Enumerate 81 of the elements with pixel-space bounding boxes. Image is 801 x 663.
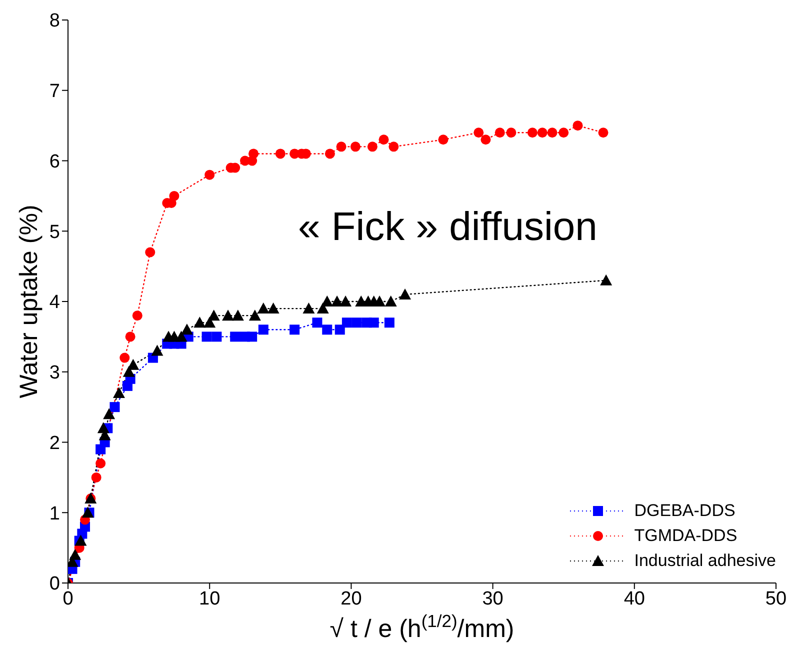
point — [506, 128, 516, 138]
point — [480, 134, 491, 145]
point — [290, 324, 300, 335]
y-tick-label: 1 — [49, 503, 60, 524]
point — [222, 310, 234, 321]
point — [322, 324, 332, 335]
point — [352, 318, 362, 328]
y-tick-label: 7 — [49, 81, 60, 102]
point — [547, 128, 558, 138]
point — [527, 128, 538, 138]
point — [598, 128, 608, 138]
legend-label: TGMDA-DDS — [634, 525, 738, 547]
point — [69, 548, 82, 560]
y-axis-title: Water uptake (%) — [14, 204, 43, 398]
point — [494, 128, 505, 138]
point — [212, 332, 222, 342]
legend-label: Industrial adhesive — [634, 550, 776, 572]
point — [120, 352, 130, 363]
point — [248, 310, 261, 321]
point — [572, 120, 583, 131]
point — [350, 142, 360, 152]
x-tick-label: 10 — [199, 588, 220, 610]
x-tick-label: 20 — [340, 588, 362, 610]
point — [334, 324, 345, 335]
point — [180, 324, 193, 335]
y-tick-label: 5 — [49, 222, 60, 243]
point — [230, 332, 240, 342]
point — [91, 472, 102, 482]
point — [537, 128, 548, 138]
point — [151, 344, 164, 356]
point — [175, 330, 188, 342]
annotation: « Fick » diffusion — [298, 205, 598, 250]
point — [558, 128, 569, 138]
y-tick-label: 2 — [49, 432, 60, 454]
point — [112, 386, 125, 398]
point — [169, 190, 180, 201]
x-tick-label: 30 — [482, 588, 504, 610]
point — [82, 506, 94, 518]
point — [438, 134, 448, 145]
point — [232, 310, 244, 321]
point — [204, 170, 215, 180]
point — [74, 534, 87, 546]
point — [103, 408, 116, 420]
y-tick-label: 4 — [49, 292, 60, 314]
x-axis-title: √ t / e (h$^{(1/2)}$/mm) — [330, 611, 514, 643]
y-tick-label: 8 — [49, 10, 60, 32]
y-tick-label: 3 — [49, 362, 60, 384]
point — [132, 310, 142, 321]
x-tick-label: 0 — [62, 588, 74, 610]
point — [202, 332, 212, 342]
point — [257, 302, 270, 314]
point — [340, 296, 352, 306]
x-tick-label: 50 — [765, 588, 787, 610]
point — [125, 332, 136, 342]
point — [247, 332, 258, 342]
point — [384, 318, 394, 328]
point — [194, 316, 206, 328]
point — [267, 302, 280, 314]
legend-label: DGEBA-DDS — [634, 500, 736, 522]
point — [302, 302, 315, 314]
y-tick-label: 6 — [49, 151, 60, 172]
x-tick-label: 40 — [624, 588, 645, 610]
point — [258, 324, 268, 335]
point — [367, 142, 378, 152]
y-tick-label: 0 — [49, 574, 60, 595]
point — [388, 142, 399, 152]
point — [368, 318, 379, 328]
point — [248, 148, 258, 159]
point — [399, 288, 412, 300]
point — [600, 274, 612, 286]
point — [324, 148, 335, 159]
point — [145, 247, 156, 258]
point — [275, 148, 286, 159]
point — [336, 142, 346, 152]
point — [384, 296, 397, 306]
point — [312, 318, 322, 328]
point — [96, 458, 106, 468]
point — [474, 128, 484, 138]
point — [342, 318, 352, 328]
point — [110, 402, 120, 412]
point — [378, 134, 389, 145]
